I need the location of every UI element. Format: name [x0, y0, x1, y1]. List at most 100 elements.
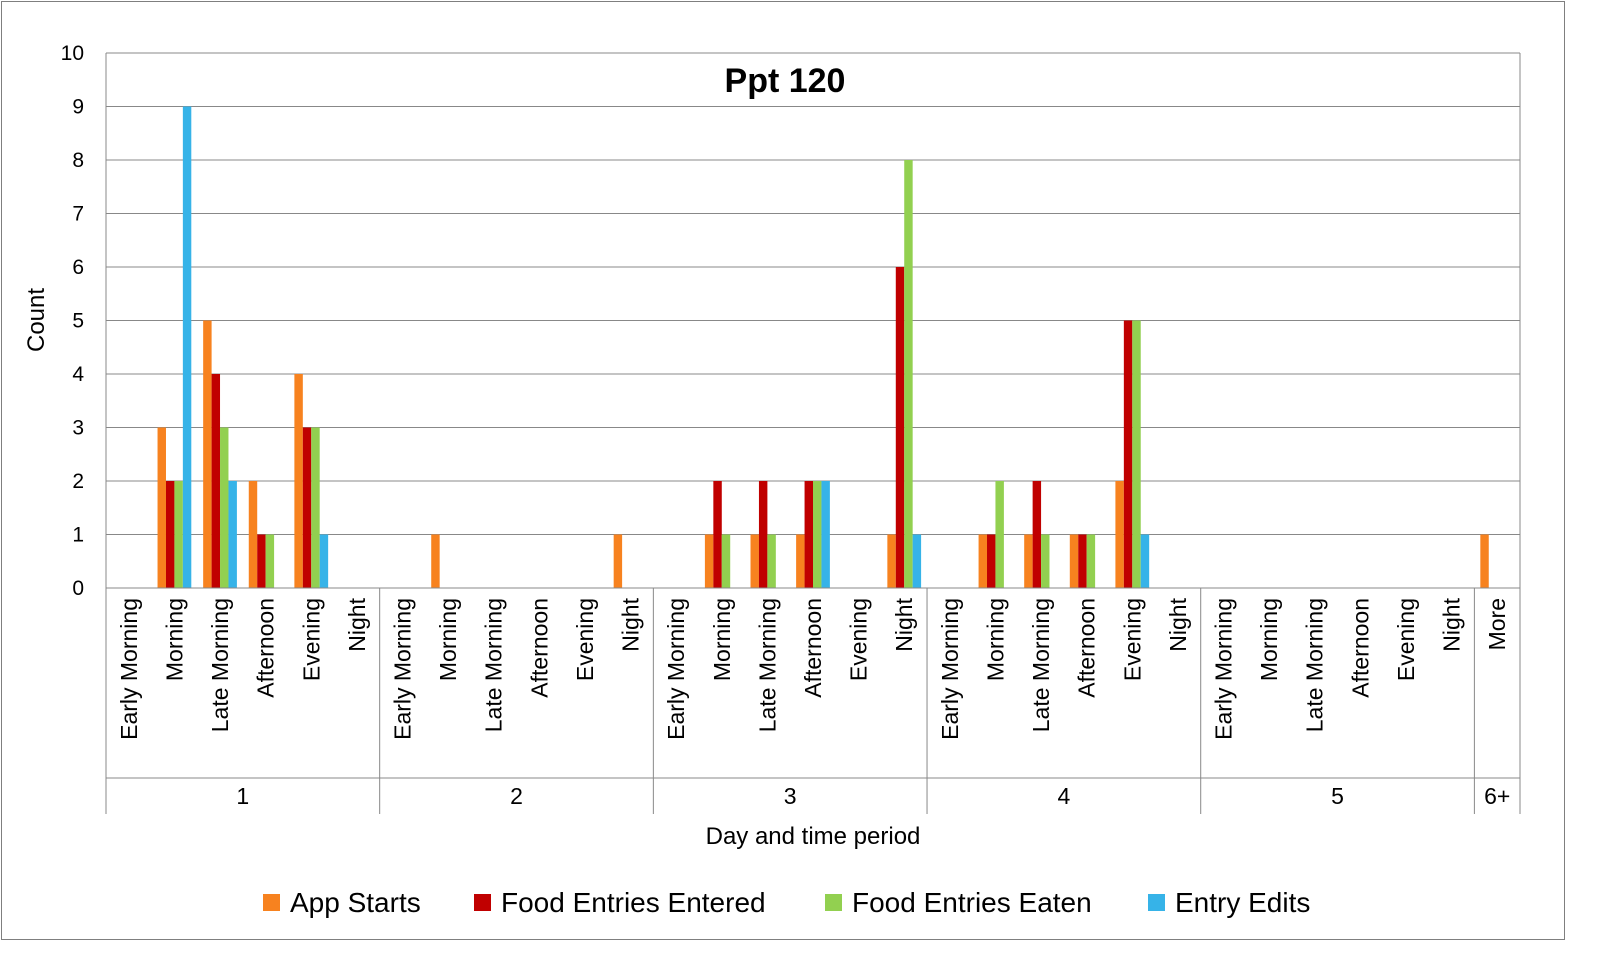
bar-food-entries-entered: [1032, 481, 1042, 588]
group-label: 6+: [1484, 783, 1510, 809]
y-tick-label: 8: [72, 149, 84, 172]
x-tick-label: Morning: [983, 598, 1009, 681]
bar-food-entries-eaten: [904, 160, 913, 588]
x-axis-title: Day and time period: [706, 823, 921, 850]
legend-swatch: [1148, 894, 1165, 911]
x-tick-label: Afternoon: [800, 598, 826, 698]
bar-app-starts: [1024, 534, 1033, 588]
bar-app-starts: [796, 534, 805, 588]
x-tick-label: Evening: [1119, 598, 1145, 681]
bar-food-entries-eaten: [265, 534, 275, 588]
bar-food-entries-eaten: [1086, 534, 1096, 588]
x-tick-label: More: [1484, 598, 1510, 650]
chart-frame: [1, 1, 1565, 940]
y-tick-label: 4: [72, 363, 84, 386]
x-tick-label: Early Morning: [1211, 598, 1237, 740]
bar-entry-edits: [1140, 534, 1150, 588]
bar-app-starts: [203, 320, 212, 588]
legend-swatch: [474, 894, 491, 911]
legend-label: Entry Edits: [1175, 887, 1310, 918]
bar-food-entries-eaten: [995, 481, 1004, 588]
bar-food-entries-eaten: [1041, 534, 1050, 588]
bar-food-entries-entered: [1123, 320, 1133, 588]
x-tick-label: Evening: [846, 598, 872, 681]
x-tick-label: Morning: [1256, 598, 1282, 681]
group-label: 5: [1331, 783, 1344, 809]
legend-swatch: [263, 894, 280, 911]
bars: [157, 106, 1489, 588]
bar-app-starts: [431, 534, 440, 588]
x-tick-label: Morning: [435, 598, 461, 681]
y-axis-title: Count: [23, 288, 50, 352]
bar-app-starts: [750, 534, 759, 588]
bar-food-entries-entered: [758, 481, 768, 588]
bar-food-entries-eaten: [813, 481, 822, 588]
bar-app-starts: [157, 427, 166, 588]
bar-food-entries-eaten: [721, 534, 731, 588]
bar-app-starts: [294, 374, 303, 588]
group-label: 4: [1058, 783, 1071, 809]
bar-food-entries-eaten: [311, 427, 320, 588]
x-tick-label: Early Morning: [390, 598, 416, 740]
bar-food-entries-eaten: [1132, 320, 1141, 588]
x-tick-label: Night: [1165, 597, 1191, 651]
x-tick-label: Early Morning: [663, 598, 689, 740]
gridlines: [106, 52, 1520, 535]
bar-app-starts: [248, 481, 258, 588]
y-tick-label: 5: [72, 310, 84, 333]
bar-app-starts: [1480, 534, 1489, 588]
x-tick-label: Evening: [572, 598, 598, 681]
x-tick-label: Night: [891, 597, 917, 651]
bar-entry-edits: [182, 106, 192, 588]
x-tick-label: Afternoon: [1074, 598, 1100, 698]
bar-entry-edits: [319, 534, 329, 588]
bar-food-entries-entered: [302, 427, 312, 588]
legend-swatch: [825, 894, 842, 911]
x-tick-label: Late Morning: [1302, 598, 1328, 732]
legend-label: Food Entries Entered: [501, 887, 766, 918]
y-tick-label: 10: [61, 42, 84, 65]
bar-entry-edits: [821, 481, 830, 588]
y-tick-label: 1: [72, 524, 84, 547]
bar-food-entries-eaten: [174, 481, 183, 588]
axes: 0 1 2 3 4 5 6 7 8 9 10 Early Morning Morning Late Mor…: [61, 42, 1521, 814]
bar-food-entries-entered: [804, 481, 813, 588]
x-tick-label: Morning: [161, 598, 187, 681]
x-tick-label: Evening: [1393, 598, 1419, 681]
x-tick-label: Night: [1439, 597, 1465, 651]
bar-food-entries-eaten: [220, 427, 229, 588]
bar-app-starts: [704, 534, 714, 588]
bar-food-entries-eaten: [767, 534, 776, 588]
y-tick-label: 0: [72, 577, 84, 600]
y-tick-label: 6: [72, 256, 84, 279]
x-tick-label: Morning: [709, 598, 735, 681]
group-label: 1: [236, 783, 249, 809]
x-tick-label: Late Morning: [207, 598, 233, 732]
x-tick-label: Late Morning: [1028, 598, 1054, 732]
bar-app-starts: [613, 534, 623, 588]
legend: App Starts Food Entries Entered Food Entri…: [263, 887, 1310, 918]
bar-entry-edits: [228, 481, 237, 588]
bar-app-starts: [978, 534, 988, 588]
bar-food-entries-entered: [1078, 534, 1087, 588]
legend-label: App Starts: [290, 887, 421, 918]
legend-label: Food Entries Eaten: [852, 887, 1092, 918]
bar-food-entries-entered: [165, 481, 175, 588]
bar-entry-edits: [912, 534, 922, 588]
y-tick-label: 9: [72, 96, 84, 119]
bar-food-entries-entered: [895, 267, 905, 588]
x-tick-label: Late Morning: [754, 598, 780, 732]
x-tick-label: Night: [344, 597, 370, 651]
group-label: 3: [784, 783, 797, 809]
bar-app-starts: [1115, 481, 1124, 588]
bar-food-entries-entered: [987, 534, 996, 588]
x-tick-label: Evening: [298, 598, 324, 681]
bar-food-entries-entered: [713, 481, 722, 588]
chart-title: Ppt 120: [725, 62, 846, 100]
x-tick-label: Night: [618, 597, 644, 651]
x-tick-label: Early Morning: [937, 598, 963, 740]
bar-food-entries-entered: [257, 534, 266, 588]
bar-app-starts: [1069, 534, 1079, 588]
x-tick-label: Late Morning: [481, 598, 507, 732]
